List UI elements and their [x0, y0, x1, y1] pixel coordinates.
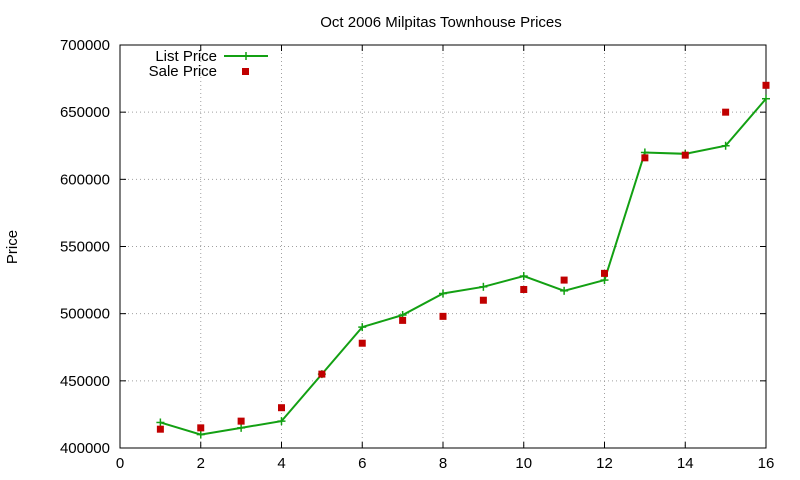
sale-price-point: [278, 404, 285, 412]
y-tick-label: 400000: [60, 440, 110, 457]
x-tick-label: 16: [758, 455, 775, 472]
list-price-point: [721, 141, 730, 150]
y-tick-label: 600000: [60, 171, 110, 188]
list-price-point: [237, 423, 246, 432]
list-price-point: [196, 430, 205, 439]
list-price-point: [600, 276, 609, 285]
y-tick-label: 450000: [60, 373, 110, 390]
list-price-point: [560, 286, 569, 295]
list-price-point: [277, 417, 286, 426]
sale-price-point: [156, 425, 164, 433]
sale-price-point: [358, 339, 366, 347]
y-tick-label: 550000: [60, 239, 110, 256]
x-tick-label: 0: [116, 455, 124, 472]
y-tick-label: 650000: [60, 104, 110, 121]
sale-price-point: [479, 296, 487, 304]
x-tick-label: 6: [358, 455, 366, 472]
chart-title: Oct 2006 Milpitas Townhouse Prices: [320, 14, 562, 31]
list-price-point: [242, 52, 250, 60]
sale-price-point: [762, 81, 770, 89]
chart-series: [156, 81, 770, 439]
legend-marker-list-price: [242, 52, 250, 60]
sale-price-point: [197, 424, 205, 432]
sale-price-point: [237, 417, 245, 425]
x-tick-label: 4: [277, 455, 285, 472]
x-tick-label: 2: [197, 455, 205, 472]
x-tick-label: 14: [677, 455, 694, 472]
y-tick-label: 500000: [60, 306, 110, 323]
sale-price-point: [601, 269, 608, 277]
list-price-point: [439, 289, 447, 298]
sale-price-point: [722, 108, 730, 116]
legend: List Price Sale Price: [149, 48, 268, 80]
grid-lines: [120, 45, 766, 448]
list-price-line: [160, 98, 767, 436]
sale-price-point: [520, 285, 528, 293]
x-tick-label: 10: [515, 455, 532, 472]
sale-price-point: [318, 370, 326, 378]
sale-price-point: [641, 154, 649, 162]
list-price-point: [762, 94, 770, 103]
x-tick-label: 8: [439, 455, 447, 472]
sale-price-point: [681, 151, 689, 159]
axis-ticks: 0 2 4 6 8 10 12 14 16 400000 450000 500000 550000 600…: [60, 37, 774, 472]
legend-marker-sale-price: [242, 68, 249, 75]
list-price-point: [358, 323, 367, 332]
sale-price-point: [560, 276, 568, 284]
list-price-point: [479, 282, 488, 291]
sale-price-point: [439, 312, 447, 320]
legend-label-sale-price: Sale Price: [149, 63, 217, 80]
y-axis-label: Price: [4, 230, 21, 264]
legend-label-list-price: List Price: [155, 48, 217, 65]
list-price-point: [519, 272, 528, 281]
y-tick-label: 700000: [60, 37, 110, 54]
list-price-point: [156, 418, 165, 427]
sale-price-point: [399, 316, 407, 324]
x-tick-label: 12: [596, 455, 613, 472]
